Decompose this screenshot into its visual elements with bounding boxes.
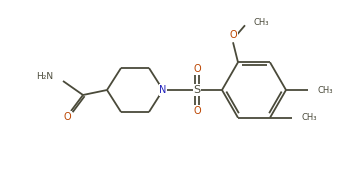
Text: H₂N: H₂N	[36, 71, 53, 81]
Text: CH₃: CH₃	[318, 86, 334, 95]
Text: CH₃: CH₃	[302, 113, 318, 122]
Text: O: O	[63, 112, 71, 122]
Text: O: O	[193, 64, 201, 74]
Text: O: O	[193, 106, 201, 116]
Text: CH₃: CH₃	[253, 18, 269, 27]
Text: O: O	[229, 30, 237, 40]
Text: S: S	[193, 85, 201, 95]
Text: N: N	[159, 85, 167, 95]
